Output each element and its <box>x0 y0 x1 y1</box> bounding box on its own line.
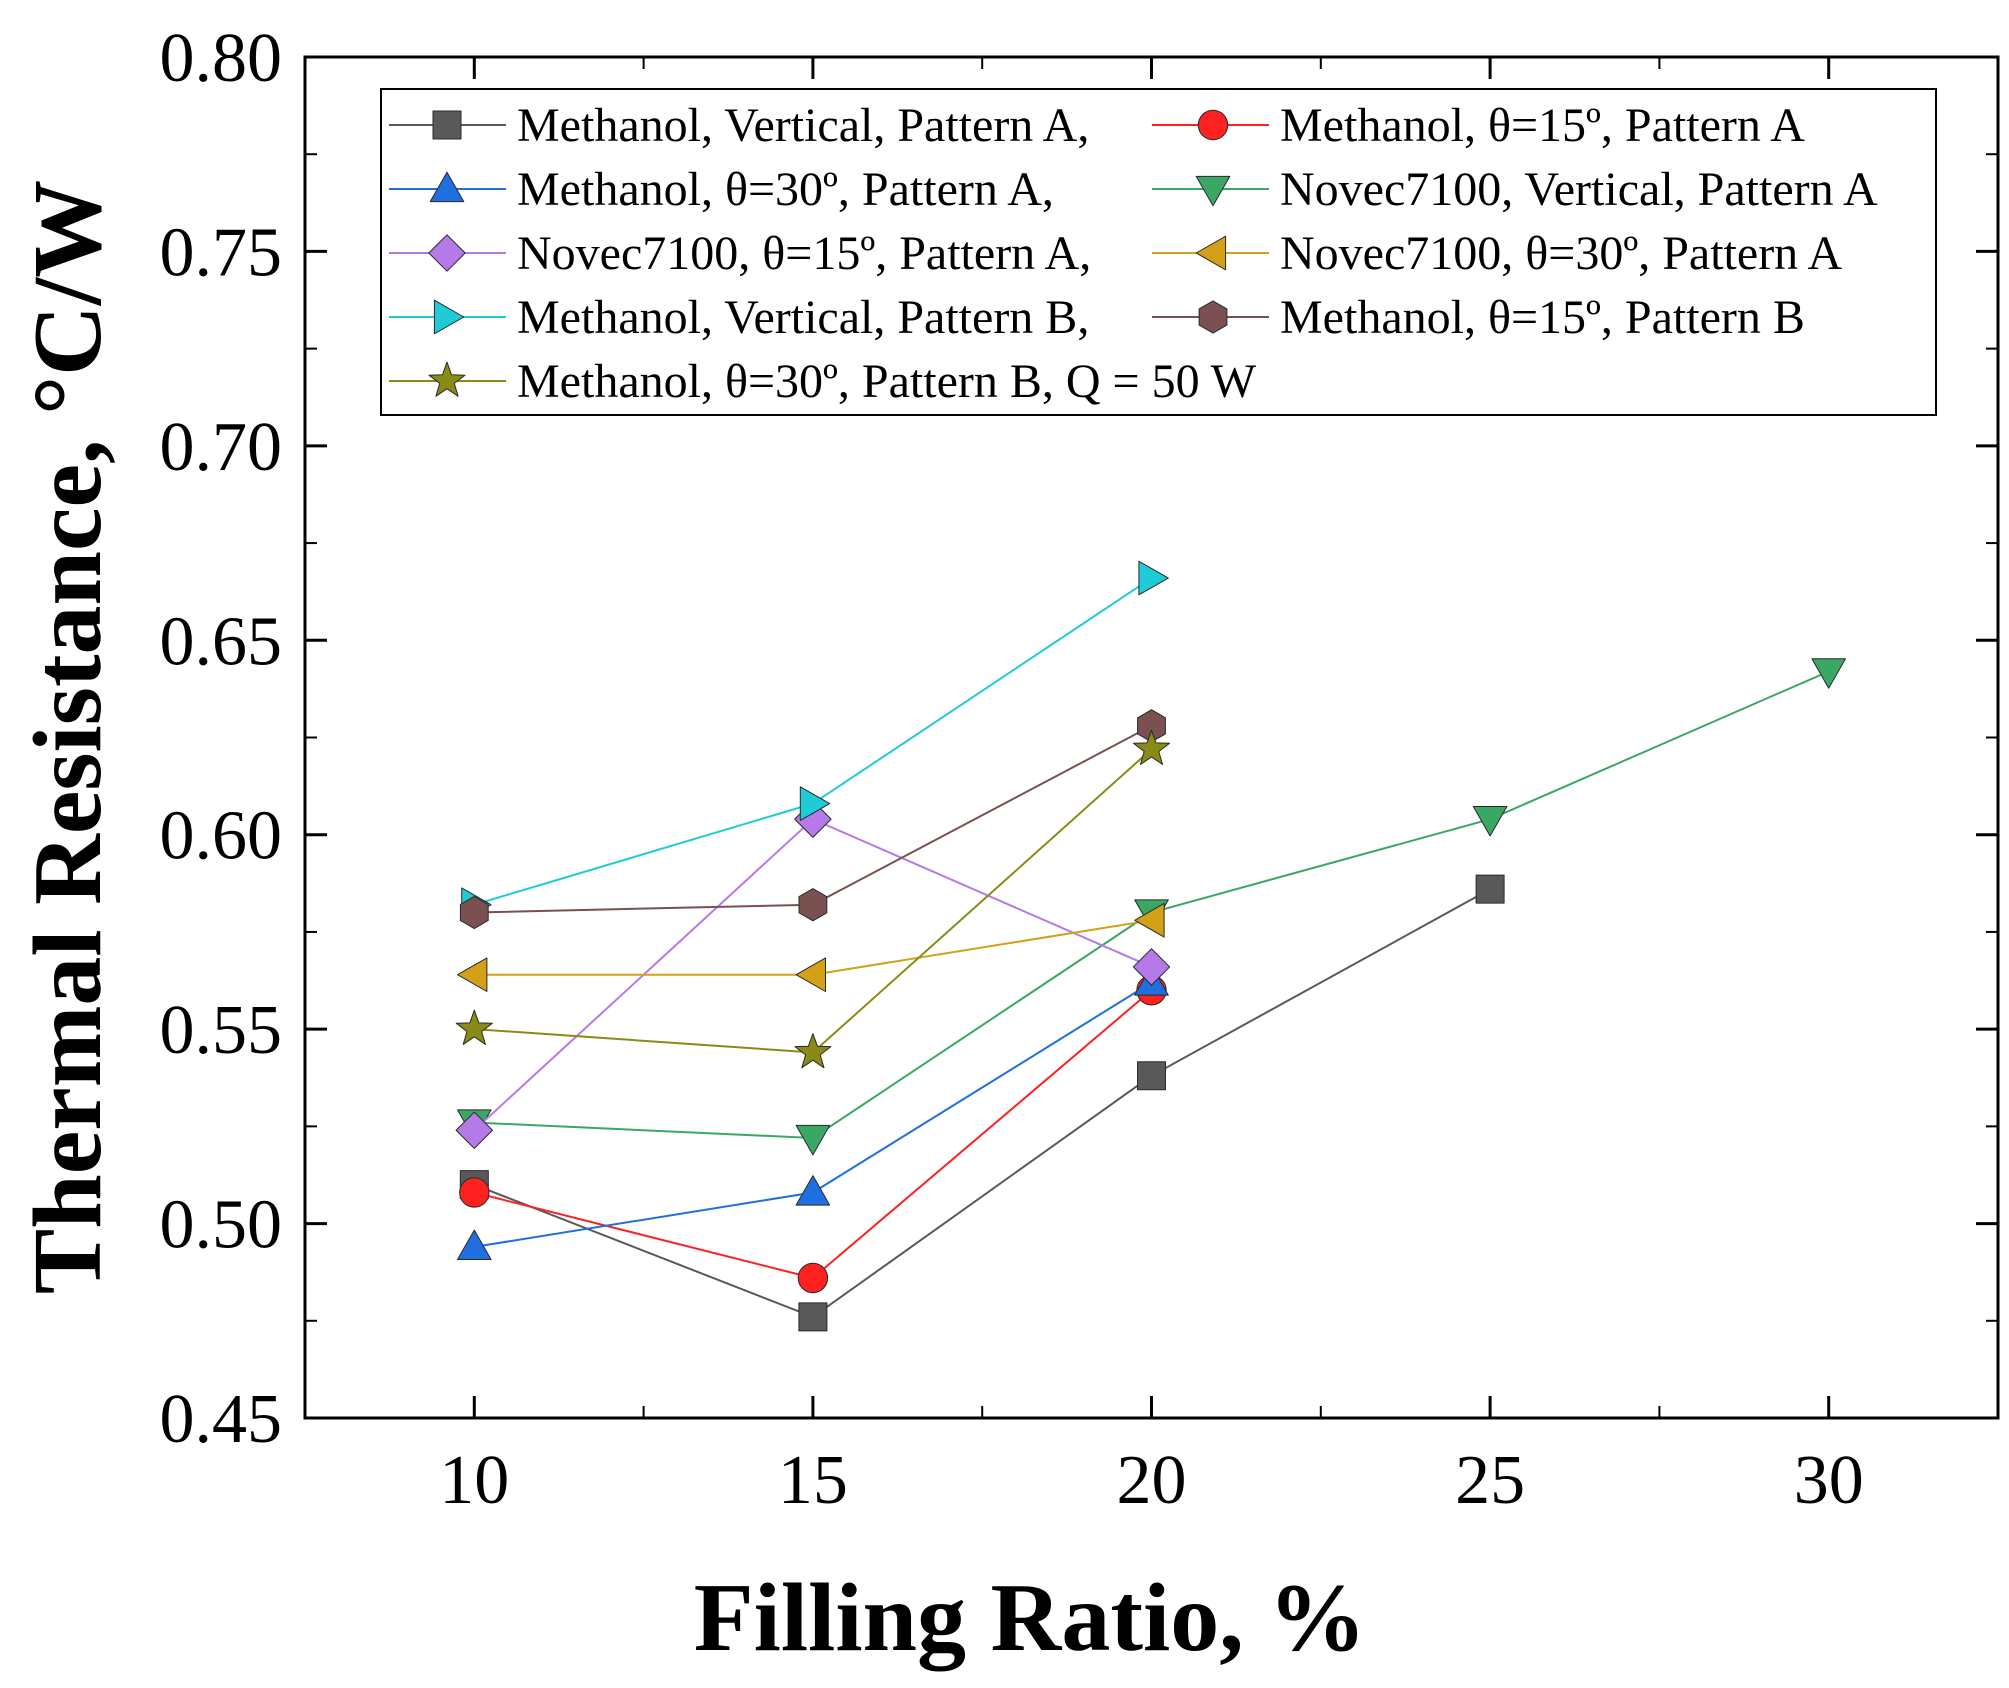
legend-item: Novec7100, θ=30º, Pattern A <box>1152 227 1843 280</box>
data-point <box>1137 1061 1166 1091</box>
data-point <box>457 1229 492 1260</box>
data-point <box>1132 948 1171 986</box>
x-tick-label: 15 <box>778 1442 848 1519</box>
legend: Methanol, Vertical, Pattern A, Methanol, … <box>380 88 1937 416</box>
series <box>459 709 1166 930</box>
legend-label: Methanol, Vertical, Pattern A, <box>517 99 1089 152</box>
data-point <box>797 1262 829 1294</box>
series-line <box>473 888 1491 1319</box>
x-tick-label: 20 <box>1117 1442 1187 1519</box>
legend-marker <box>1197 109 1229 141</box>
series <box>457 965 1169 1260</box>
data-point <box>794 1033 832 1069</box>
data-point <box>1472 806 1508 837</box>
y-tick-label: 0.80 <box>160 20 283 97</box>
legend-label: Novec7100, θ=15º, Pattern A, <box>517 227 1091 280</box>
y-tick-label: 0.70 <box>160 409 283 486</box>
legend-item: Methanol, Vertical, Pattern B, <box>389 291 1089 344</box>
data-point <box>1134 902 1165 938</box>
data-point <box>1811 658 1846 689</box>
x-axis-title: Filling Ratio, % <box>694 1564 1366 1672</box>
x-tick-label: 30 <box>1794 1442 1864 1519</box>
data-point <box>459 1177 490 1208</box>
y-tick-label: 0.75 <box>160 214 283 291</box>
y-tick-label: 0.45 <box>160 1381 283 1458</box>
legend-label: Novec7100, θ=30º, Pattern A <box>1280 227 1843 280</box>
legend-marker <box>1195 175 1231 207</box>
axes: 10 15 20 25 30 0.45 0.50 0.55 0.60 0.65 0.70 0.75 0.… <box>160 20 2000 1519</box>
data-point <box>798 888 828 922</box>
series <box>455 800 1171 1149</box>
legend-item: Novec7100, Vertical, Pattern A <box>1152 163 1878 216</box>
legend-item: Methanol, Vertical, Pattern A, <box>389 99 1089 152</box>
legend-item: Novec7100, θ=15º, Pattern A, <box>389 227 1091 280</box>
legend-marker <box>1198 300 1228 334</box>
data-point <box>457 957 488 993</box>
legend-marker <box>429 171 465 203</box>
legend-marker <box>428 234 466 272</box>
y-tick-label: 0.55 <box>160 992 283 1069</box>
legend-label: Methanol, θ=15º, Pattern A <box>1280 99 1805 152</box>
x-tick-label: 10 <box>439 1442 509 1519</box>
y-tick-label: 0.60 <box>160 798 283 875</box>
data-point <box>798 1302 828 1332</box>
data-point <box>1475 874 1505 904</box>
data-point <box>795 957 826 993</box>
legend-label: Novec7100, Vertical, Pattern A <box>1280 163 1878 216</box>
legend-item: Methanol, θ=30º, Pattern B, Q = 50 W <box>389 355 1257 408</box>
legend-label: Methanol, θ=15º, Pattern B <box>1280 291 1805 344</box>
series <box>455 729 1170 1069</box>
x-tick-label: 25 <box>1455 1442 1525 1519</box>
legend-marker <box>433 299 465 335</box>
data-point <box>799 786 831 821</box>
y-axis-title: Thermal Resistance, °C/W <box>14 180 122 1294</box>
data-point <box>1138 560 1169 596</box>
series <box>457 902 1165 993</box>
y-tick-label: 0.65 <box>160 603 283 680</box>
legend-label: Methanol, Vertical, Pattern B, <box>517 291 1089 344</box>
legend-label: Methanol, θ=30º, Pattern B, Q = 50 W <box>517 355 1257 408</box>
data-point <box>1133 729 1170 765</box>
legend-marker <box>432 110 462 140</box>
y-tick-label: 0.50 <box>160 1187 283 1264</box>
data-point <box>455 1111 493 1149</box>
legend-item: Methanol, θ=30º, Pattern A, <box>389 163 1054 216</box>
legend-item: Methanol, θ=15º, Pattern A <box>1152 99 1805 152</box>
data-point <box>455 1009 493 1045</box>
plot-area <box>455 560 1846 1332</box>
data-point <box>459 895 489 930</box>
legend-marker <box>428 361 466 397</box>
data-point <box>795 1175 831 1206</box>
legend-item: Methanol, θ=15º, Pattern B <box>1152 291 1805 344</box>
legend-label: Methanol, θ=30º, Pattern A, <box>517 163 1054 216</box>
legend-marker <box>1195 235 1227 271</box>
data-point <box>795 1124 831 1156</box>
